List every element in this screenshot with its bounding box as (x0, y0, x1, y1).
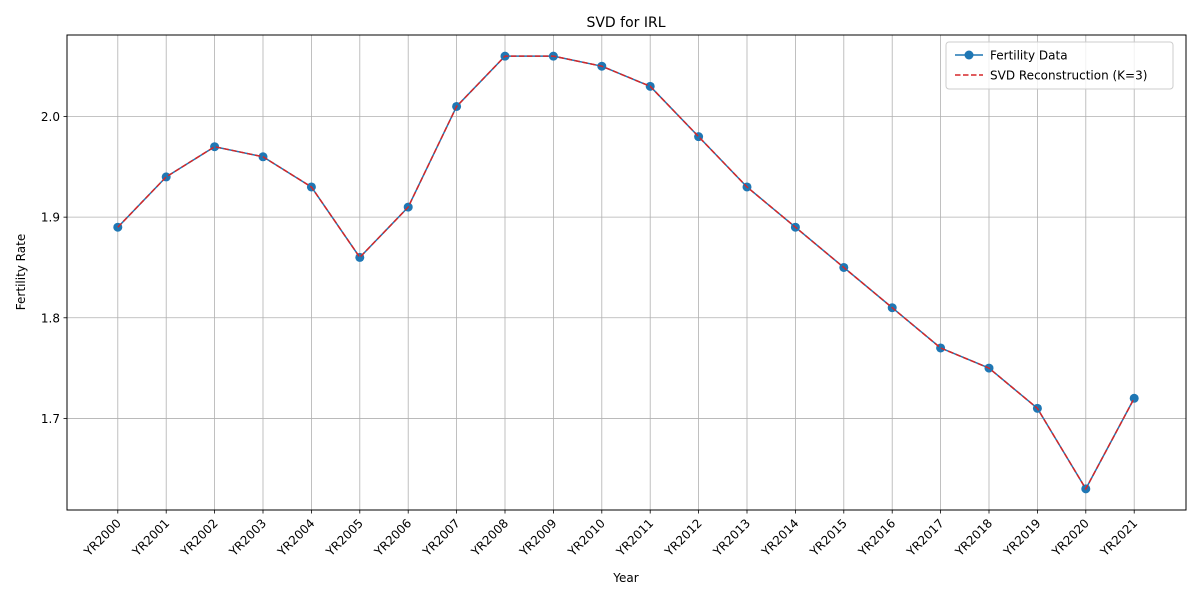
data-point-fertility-data (1129, 393, 1139, 403)
x-axis-label: Year (612, 571, 638, 585)
grid (67, 35, 1186, 510)
y-tick-label: 1.9 (41, 211, 60, 225)
legend-label-fertility-data: Fertility Data (990, 49, 1068, 63)
plot-frame (66, 34, 1187, 511)
legend-label-svd-reconstruction: SVD Reconstruction (K=3) (990, 69, 1147, 83)
y-tick-label: 1.7 (41, 412, 60, 426)
legend-box (945, 41, 1174, 90)
y-axis-label: Fertility Rate (14, 234, 28, 310)
series-line-svd-reconstruction (117, 55, 1135, 491)
chart-title: SVD for IRL (586, 15, 665, 31)
y-tick-label: 1.8 (41, 311, 60, 325)
legend: Fertility Data SVD Reconstruction (K=3) (945, 41, 1174, 90)
y-tick-label: 2.0 (41, 110, 60, 124)
series-group (113, 51, 1139, 494)
legend-marker-fertility-data (964, 50, 974, 60)
